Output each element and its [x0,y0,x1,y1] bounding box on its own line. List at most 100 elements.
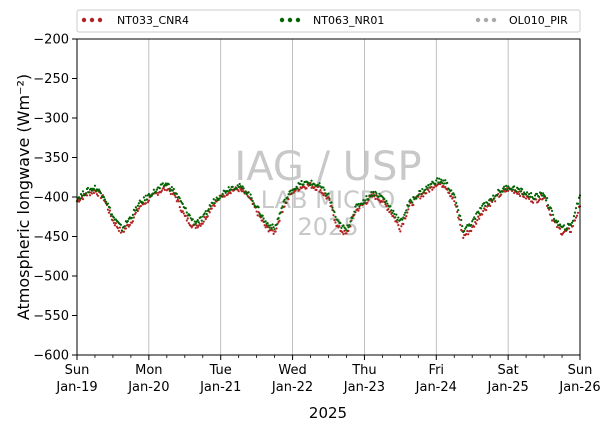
data-point [385,199,388,203]
data-point [403,213,406,216]
watermark-line-2: LAB MICRO [261,186,396,214]
legend-entry-3: OL010_PIR [475,14,568,27]
data-point [275,227,278,230]
data-point [387,207,390,211]
data-point [507,185,510,188]
data-point [126,219,129,223]
data-point [204,217,207,221]
data-point [356,207,359,211]
data-point [454,196,457,199]
data-point [132,216,135,219]
data-point [570,221,574,224]
data-point [187,222,190,225]
data-point [498,189,501,192]
data-point [372,190,375,194]
data-point [354,205,357,208]
data-point [268,226,271,229]
data-point [427,184,430,187]
data-point [555,225,559,229]
data-point [396,221,399,224]
x-tick-label-day: Sun [65,363,90,378]
data-point [131,220,134,223]
data-point [206,215,209,218]
data-point [476,218,479,222]
data-point [558,227,562,230]
data-point [545,197,549,200]
data-point [223,190,226,193]
data-point [569,230,573,234]
data-point [212,198,215,201]
data-point [535,192,539,196]
legend-marker [491,17,497,23]
data-point [116,227,120,230]
data-point [252,202,255,205]
data-point [201,215,204,218]
data-point [573,211,577,214]
data-point [345,229,348,232]
data-point [342,224,345,227]
data-point [264,220,267,223]
data-point [241,185,244,188]
data-point [295,185,298,188]
y-tick-label: −550 [33,309,69,324]
data-point [371,194,374,197]
data-point [322,194,325,197]
data-point [402,216,405,219]
data-point [482,209,485,213]
data-point [556,220,560,223]
x-tick-label-day: Thu [351,363,376,378]
data-point [137,207,140,210]
data-point [427,188,430,192]
data-point [330,205,333,208]
data-point [523,191,526,194]
data-point [425,192,428,195]
data-point [424,188,427,191]
data-point [298,188,301,191]
legend-marker [483,17,489,23]
data-point [290,192,293,195]
data-point [404,211,407,214]
data-point [300,179,303,183]
data-point [334,221,337,224]
data-point [518,188,521,191]
data-point [358,207,361,210]
legend-label: OL010_PIR [509,14,568,27]
data-point [271,229,274,232]
data-point [406,211,409,214]
data-point [450,195,453,198]
data-point [415,197,418,200]
data-point [569,223,573,227]
data-point [361,202,364,206]
data-point [237,190,240,193]
y-tick-label: −250 [33,72,69,87]
data-point [287,198,290,201]
data-point [450,189,453,192]
data-point [442,179,445,182]
data-point [381,200,384,203]
data-point [391,211,394,214]
data-point [134,211,137,214]
legend-marker [475,17,481,23]
data-point [248,196,251,199]
data-point [496,193,499,197]
data-point [353,210,356,213]
data-point [428,190,431,193]
data-point [398,227,401,231]
data-point [294,188,297,191]
data-point [185,219,188,222]
data-point [98,190,102,193]
data-point [310,179,313,182]
data-point [347,226,350,229]
data-point [319,188,322,192]
data-point [321,192,324,195]
data-point [277,216,280,220]
data-point [99,192,103,195]
data-point [364,199,367,202]
data-point [503,185,506,188]
data-point [178,197,181,200]
data-point [489,204,492,208]
data-point [513,185,516,188]
data-point [112,216,116,219]
data-point [453,193,456,196]
